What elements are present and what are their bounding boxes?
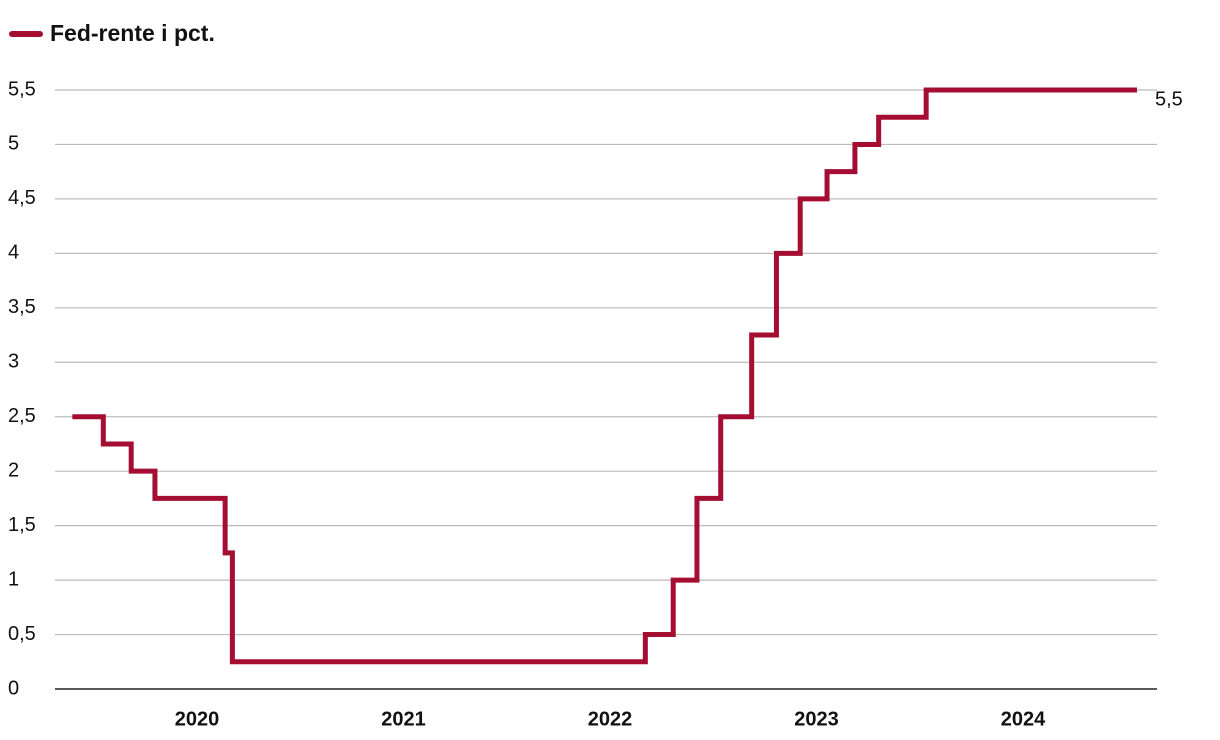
y-tick-label: 4 xyxy=(8,242,19,264)
x-tick-label: 2021 xyxy=(381,708,426,730)
y-tick-label: 5,5 xyxy=(8,78,36,100)
y-tick-label: 3,5 xyxy=(8,296,36,318)
y-tick-label: 3 xyxy=(8,351,19,373)
line xyxy=(72,87,1137,665)
y-tick-label: 0,5 xyxy=(8,623,36,645)
y-tick-label: 4,5 xyxy=(8,187,36,209)
x-tick-label: 2024 xyxy=(1001,708,1046,730)
y-tick-label: 1 xyxy=(8,568,19,590)
value-label: 5,5 xyxy=(1155,88,1183,110)
y-tick-label: 2 xyxy=(8,459,19,481)
legend-label: Fed-rente i pct. xyxy=(50,20,215,46)
x-tick-label: 2023 xyxy=(794,708,839,730)
y-tick-label: 1,5 xyxy=(8,514,36,536)
x-tick-label: 2020 xyxy=(175,708,220,730)
y-tick-label: 5 xyxy=(8,133,19,155)
y-tick-label: 2,5 xyxy=(8,405,36,427)
y-tick-label: 0 xyxy=(8,677,19,699)
x-tick-label: 2022 xyxy=(588,708,633,730)
